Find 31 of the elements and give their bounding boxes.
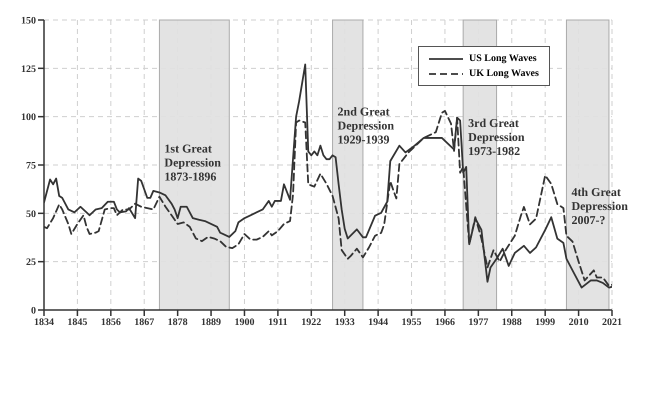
y-tick-label: 100 xyxy=(21,112,36,124)
x-tick-label: 1911 xyxy=(268,317,288,328)
x-tick-label: 1933 xyxy=(334,317,355,328)
x-tick-label: 1922 xyxy=(301,317,322,328)
x-tick-label: 1900 xyxy=(234,317,254,328)
x-tick-label: 1988 xyxy=(502,317,522,328)
x-tick-label: 1966 xyxy=(434,317,455,328)
legend-label: UK Long Waves xyxy=(469,68,539,79)
legend-label: US Long Waves xyxy=(469,53,537,64)
x-tick-label: 1955 xyxy=(402,317,422,328)
x-tick-label: 1845 xyxy=(67,317,88,328)
y-tick-label: 0 xyxy=(31,306,36,317)
y-tick-label: 25 xyxy=(26,257,36,268)
x-tick-label: 1856 xyxy=(100,317,121,328)
band-label: 4th Great Depression 2007-? xyxy=(571,184,628,227)
band-label: 1st Great Depression 1873-1896 xyxy=(164,141,222,184)
y-tick-label: 75 xyxy=(26,160,36,172)
x-tick-label: 1999 xyxy=(535,317,556,328)
band-label: 3rd Great Depression 1973-1982 xyxy=(468,116,525,158)
y-tick-label: 150 xyxy=(21,16,36,27)
x-tick-label: 2021 xyxy=(602,317,622,328)
x-tick-label: 1977 xyxy=(468,317,488,328)
x-tick-label: 1878 xyxy=(168,317,188,328)
x-tick-label: 1834 xyxy=(34,317,54,328)
x-tick-label: 1889 xyxy=(201,317,222,328)
y-tick-label: 125 xyxy=(21,64,36,75)
x-tick-label: 2010 xyxy=(568,317,589,328)
y-tick-label: 50 xyxy=(26,208,36,220)
band-label: 2nd Great Depression 1929-1939 xyxy=(338,104,394,146)
x-tick-label: 1867 xyxy=(134,317,154,328)
x-tick-label: 1944 xyxy=(368,317,388,328)
